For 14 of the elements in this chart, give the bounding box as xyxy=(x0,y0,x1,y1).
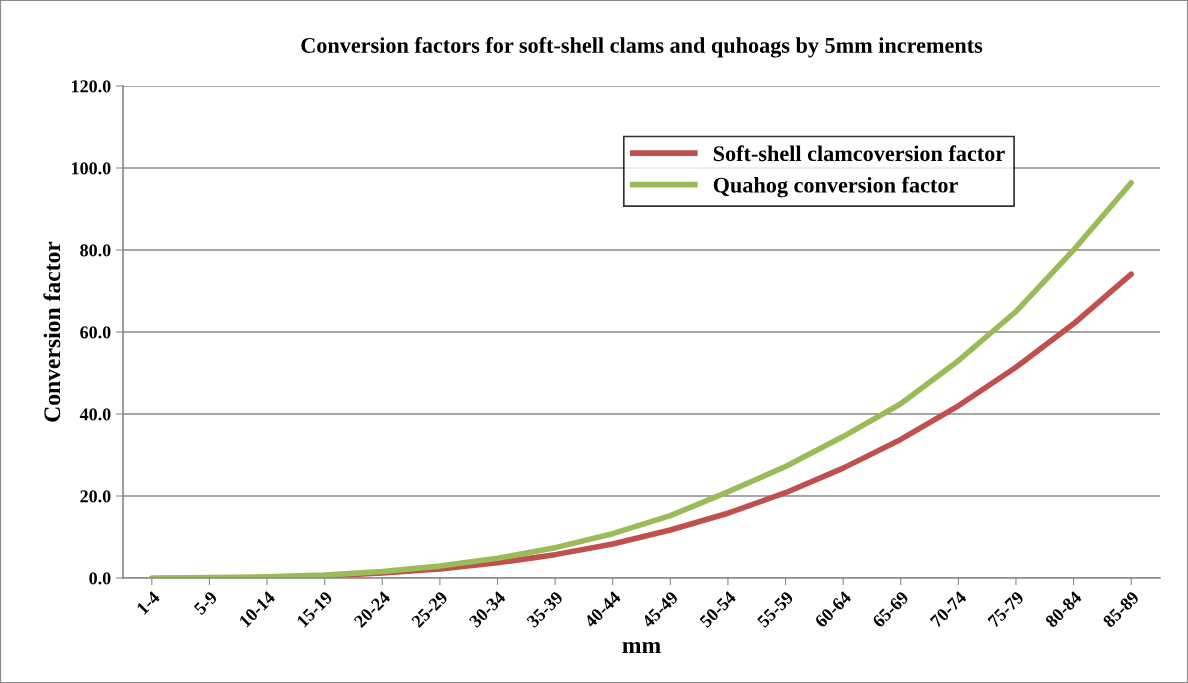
y-tick-label: 120.0 xyxy=(72,80,111,93)
y-tick-label: 100.0 xyxy=(72,162,111,175)
y-tick-label: 60.0 xyxy=(80,326,111,339)
chart-title: Conversion factors for soft-shell clams and quhoags by 5mm increments xyxy=(301,37,983,58)
y-tick-label: 0.0 xyxy=(89,572,111,585)
y-axis-title: Conversion factor xyxy=(43,241,61,422)
x-tick-label: 5-9 xyxy=(193,590,218,616)
x-axis-title: mm xyxy=(622,641,661,654)
y-tick-label: 40.0 xyxy=(79,408,111,421)
legend-label: Soft-shell clamcoversion factor xyxy=(713,145,1005,162)
y-tick-label: 80.0 xyxy=(80,244,111,257)
y-tick-label: 20.0 xyxy=(80,490,111,503)
legend-label: Quahog conversion factor xyxy=(713,176,958,198)
x-tick-label: 1-4 xyxy=(136,590,161,615)
